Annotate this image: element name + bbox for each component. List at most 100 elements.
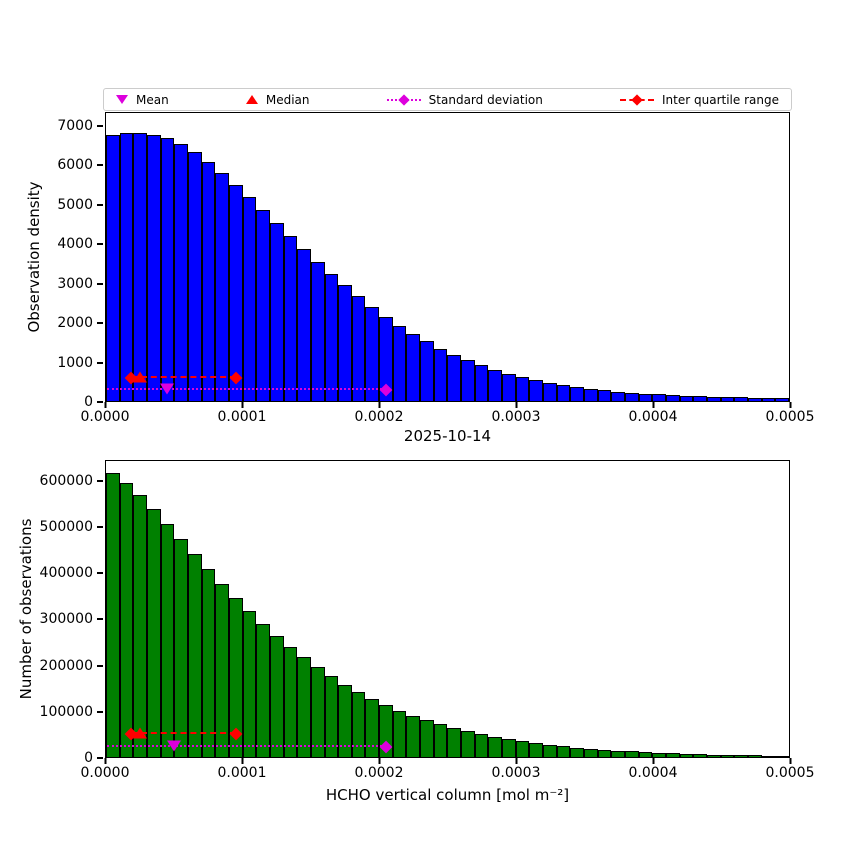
y-tick-mark xyxy=(97,282,103,285)
legend-label-median: Median xyxy=(265,92,310,107)
legend-item-mean: Mean xyxy=(116,93,169,107)
histogram-bar xyxy=(174,539,188,757)
histogram-bar xyxy=(187,152,202,401)
histogram-bar xyxy=(570,386,584,401)
histogram-bar xyxy=(310,667,325,757)
histogram-bar xyxy=(720,754,735,757)
histogram-bar xyxy=(747,397,762,401)
histogram-bar xyxy=(502,373,516,401)
y-tick-label: 0 xyxy=(84,750,93,766)
top-histogram-plot xyxy=(105,112,790,402)
histogram-bar xyxy=(679,753,694,757)
histogram-bar xyxy=(351,296,366,401)
histogram-bar xyxy=(474,365,489,401)
y-tick: 200000 xyxy=(40,658,103,674)
y-tick-mark xyxy=(97,710,103,713)
histogram-bar xyxy=(638,752,653,757)
histogram-bar xyxy=(679,395,694,401)
x-tick-label: 0.0003 xyxy=(491,765,541,781)
x-tick-mark xyxy=(241,758,243,764)
y-tick-mark xyxy=(97,361,103,364)
histogram-bar xyxy=(146,509,161,757)
legend-label-mean: Mean xyxy=(136,92,169,107)
histogram-bar xyxy=(106,135,120,401)
histogram-bar xyxy=(310,261,325,401)
histogram-bar xyxy=(324,676,339,757)
histogram-bar xyxy=(269,223,284,401)
y-tick: 6000 xyxy=(57,157,103,173)
x-tick-mark xyxy=(789,758,791,764)
y-tick-mark xyxy=(97,572,103,575)
x-tick-label: 0.0002 xyxy=(354,765,404,781)
histogram-bar xyxy=(119,133,134,401)
histogram-bar xyxy=(256,210,270,401)
histogram-bar xyxy=(187,554,202,757)
y-tick-mark xyxy=(97,526,103,528)
histogram-bar xyxy=(379,316,393,401)
y-tick: 5000 xyxy=(57,197,103,213)
histogram-bar xyxy=(256,623,270,757)
y-tick-label: 2000 xyxy=(57,315,93,332)
y-tick-mark xyxy=(97,479,103,482)
histogram-bar xyxy=(515,377,530,401)
histogram-bar xyxy=(447,728,462,757)
std-diamond-icon xyxy=(398,93,410,106)
y-tick-mark xyxy=(97,243,103,246)
histogram-bar xyxy=(242,611,257,757)
xaxis-label: HCHO vertical column [mol m⁻²] xyxy=(325,786,570,804)
legend-item-median: Median xyxy=(245,92,310,107)
y-tick-label: 600000 xyxy=(39,472,93,489)
top-histogram-bars xyxy=(106,113,789,401)
y-tick: 1000 xyxy=(57,355,103,371)
x-tick-mark xyxy=(104,402,106,408)
x-tick-label: 0.0002 xyxy=(354,409,404,425)
x-tick: 0.0005 xyxy=(766,758,815,781)
histogram-bar xyxy=(365,306,380,401)
x-tick-mark xyxy=(515,758,517,764)
histogram-bar xyxy=(624,392,639,401)
x-tick: 0.0000 xyxy=(81,402,130,425)
histogram-bar xyxy=(488,736,503,757)
histogram-bar xyxy=(720,397,735,401)
y-tick-label: 400000 xyxy=(39,565,93,582)
histogram-bar xyxy=(160,138,175,401)
histogram-bar xyxy=(611,391,625,401)
histogram-bar xyxy=(734,755,748,757)
histogram-bar xyxy=(583,388,598,401)
histogram-bar xyxy=(433,724,448,757)
x-tick-mark xyxy=(378,758,380,764)
x-tick: 0.0005 xyxy=(766,402,815,425)
histogram-bar xyxy=(570,747,584,757)
x-tick-label: 0.0000 xyxy=(80,409,130,425)
x-tick: 0.0002 xyxy=(355,402,404,425)
histogram-bar xyxy=(747,755,762,757)
y-tick-label: 7000 xyxy=(57,117,93,134)
x-tick: 0.0003 xyxy=(492,402,541,425)
x-tick-label: 0.0004 xyxy=(628,765,678,781)
histogram-bar xyxy=(597,749,612,757)
histogram-bar xyxy=(297,657,311,757)
x-tick-label: 0.0005 xyxy=(765,409,815,425)
x-tick: 0.0004 xyxy=(629,758,678,781)
bottom-plot-yticks: 0 100000 200000 300000 400000 500000 600000 xyxy=(0,460,103,766)
x-tick-label: 0.0005 xyxy=(765,765,815,781)
y-tick: 7000 xyxy=(57,118,103,134)
x-tick-label: 0.0000 xyxy=(80,765,130,781)
y-tick: 3000 xyxy=(57,276,103,292)
y-tick-label: 6000 xyxy=(57,157,93,174)
legend-item-iqr: Inter quartile range xyxy=(620,93,779,107)
histogram-bar xyxy=(488,369,503,401)
y-tick-label: 4000 xyxy=(57,236,93,253)
histogram-bar xyxy=(133,132,147,401)
y-tick: 500000 xyxy=(40,519,103,535)
histogram-bar xyxy=(351,691,366,757)
histogram-bar xyxy=(119,482,134,757)
histogram-bar xyxy=(379,705,393,757)
histogram-bar xyxy=(228,597,243,757)
top-plot-yticks: 0 1000 2000 3000 4000 5000 6000 7000 xyxy=(0,112,103,410)
y-tick-mark xyxy=(97,401,103,403)
histogram-bar xyxy=(392,325,407,401)
y-tick-mark xyxy=(97,618,103,621)
histogram-bar xyxy=(365,698,380,757)
